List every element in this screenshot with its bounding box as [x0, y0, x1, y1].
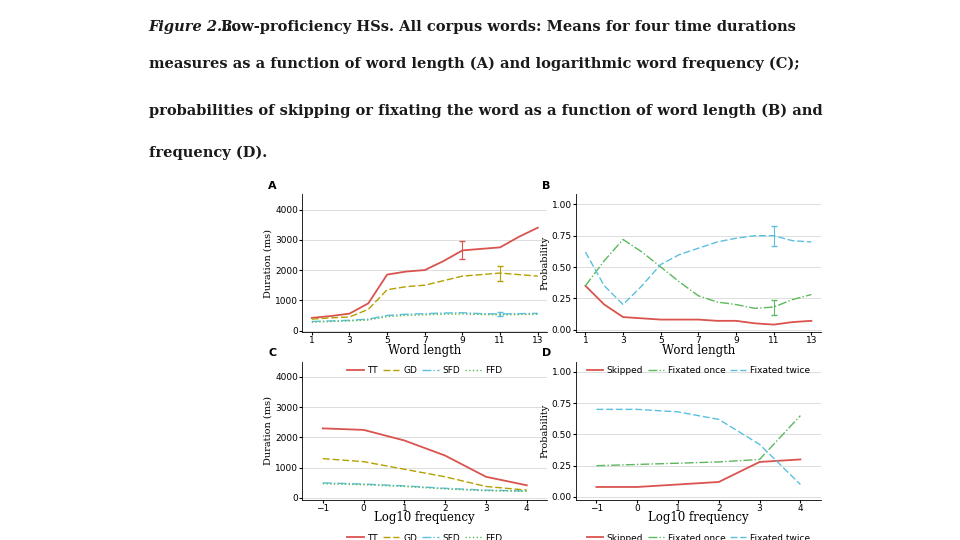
Text: A: A: [268, 181, 276, 191]
Text: B: B: [541, 181, 550, 191]
Text: frequency (D).: frequency (D).: [149, 146, 267, 160]
Y-axis label: Duration (ms): Duration (ms): [263, 396, 273, 465]
Text: Low-proficiency HSs. All corpus words: Means for four time durations: Low-proficiency HSs. All corpus words: M…: [216, 20, 796, 34]
Text: Figure 2.3.: Figure 2.3.: [149, 20, 238, 34]
Legend: TT, GD, SFD, FFD: TT, GD, SFD, FFD: [344, 530, 506, 540]
Text: D: D: [541, 348, 551, 359]
Y-axis label: Duration (ms): Duration (ms): [263, 229, 273, 298]
Text: Word length: Word length: [661, 344, 735, 357]
Text: measures as a function of word length (A) and logarithmic word frequency (C);: measures as a function of word length (A…: [149, 56, 800, 71]
Legend: Skipped, Fixated once, Fixated twice: Skipped, Fixated once, Fixated twice: [584, 362, 813, 379]
Text: Log10 frequency: Log10 frequency: [374, 511, 475, 524]
Y-axis label: Probability: Probability: [540, 403, 549, 458]
Y-axis label: Probability: Probability: [540, 236, 549, 291]
Text: 61: 61: [897, 513, 913, 526]
Legend: Skipped, Fixated once, Fixated twice: Skipped, Fixated once, Fixated twice: [584, 530, 813, 540]
Text: C: C: [268, 348, 276, 359]
Text: probabilities of skipping or fixating the word as a function of word length (B) : probabilities of skipping or fixating th…: [149, 104, 823, 118]
Text: Word length: Word length: [388, 344, 462, 357]
Legend: TT, GD, SFD, FFD: TT, GD, SFD, FFD: [344, 362, 506, 379]
Text: Log10 frequency: Log10 frequency: [648, 511, 749, 524]
